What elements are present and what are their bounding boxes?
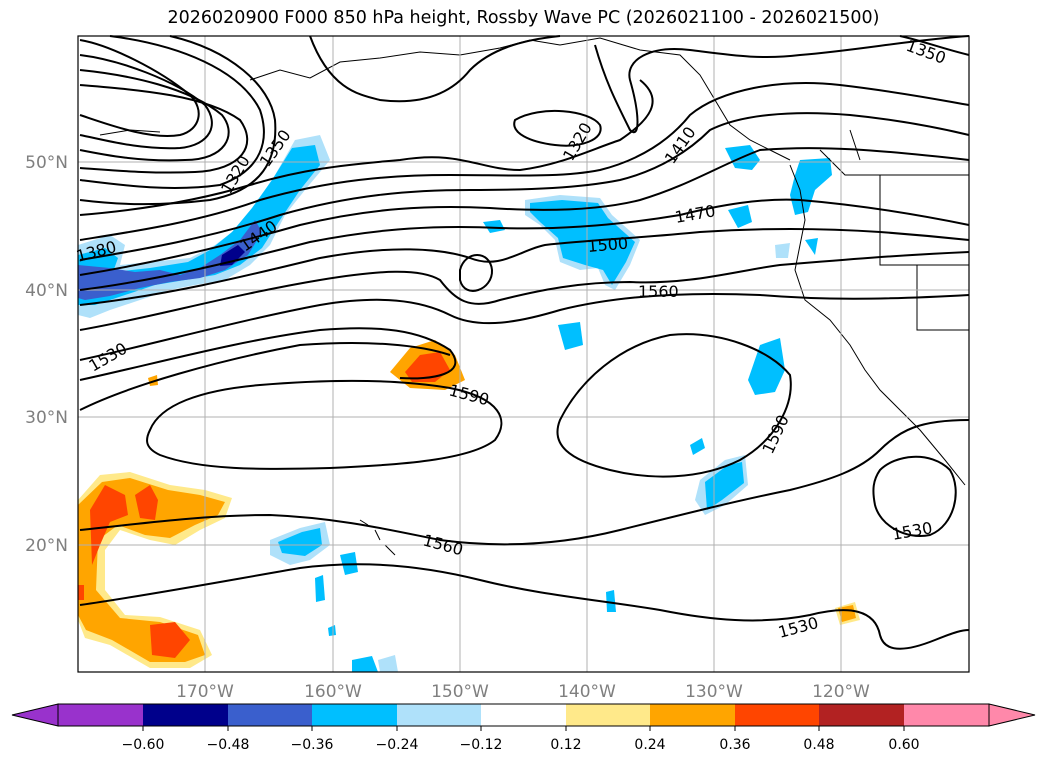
colorbar-tick-label: 0.24: [634, 737, 665, 753]
lon-label-150w: 150°W: [431, 682, 489, 702]
colorbar-bin: [481, 704, 566, 726]
contour-label: 1560: [638, 282, 679, 301]
colorbar-bin: [650, 704, 735, 726]
colorbar-bin: [397, 704, 481, 726]
positive-anomaly-shading: [78, 340, 860, 668]
colorbar-bin: [312, 704, 397, 726]
colorbar-extend-high: [988, 703, 1036, 727]
lon-label-120w: 120°W: [812, 682, 870, 702]
colorbar-tick-label: −0.12: [460, 737, 503, 753]
lat-label-50n: 50°N: [25, 153, 68, 173]
colorbar-bin: [143, 704, 228, 726]
height-contours: [79, 35, 970, 650]
map-title: 2026020900 F000 850 hPa height, Rossby W…: [167, 8, 880, 28]
gridlines: [78, 36, 969, 672]
map-frame: [77, 35, 970, 673]
colorbar-tick-label: −0.60: [122, 737, 165, 753]
contour-label: 1500: [587, 234, 629, 256]
lon-label-160w: 160°W: [304, 682, 362, 702]
colorbar-bin: [819, 704, 904, 726]
lat-label-20n: 20°N: [25, 536, 68, 556]
colorbar-bin: [566, 704, 650, 726]
longitude-labels: 170°W 160°W 150°W 140°W 130°W 120°W: [176, 682, 870, 702]
lon-label-140w: 140°W: [558, 682, 616, 702]
colorbar: −0.60 −0.48 −0.36 −0.24 −0.12 0.12 0.24 …: [11, 703, 1036, 753]
map-background: [78, 36, 969, 672]
colorbar-tick-label: 0.36: [719, 737, 750, 753]
colorbar-tick-label: −0.36: [291, 737, 334, 753]
colorbar-bin: [735, 704, 819, 726]
colorbar-bin: [228, 704, 312, 726]
lat-label-30n: 30°N: [25, 408, 68, 428]
lon-label-130w: 130°W: [685, 682, 743, 702]
colorbar-frame: [57, 703, 990, 727]
latitude-labels: 50°N 40°N 30°N 20°N: [25, 153, 68, 556]
colorbar-tick-label: −0.48: [207, 737, 250, 753]
colorbar-bin: [904, 704, 989, 726]
lon-label-170w: 170°W: [176, 682, 234, 702]
lat-label-40n: 40°N: [25, 281, 68, 301]
colorbar-tick-label: 0.12: [550, 737, 581, 753]
colorbar-tick-label: 0.48: [803, 737, 834, 753]
colorbar-bin: [58, 704, 143, 726]
colorbar-tick-label: 0.60: [888, 737, 919, 753]
colorbar-tick-label: −0.24: [376, 737, 419, 753]
colorbar-extend-low: [11, 703, 59, 727]
